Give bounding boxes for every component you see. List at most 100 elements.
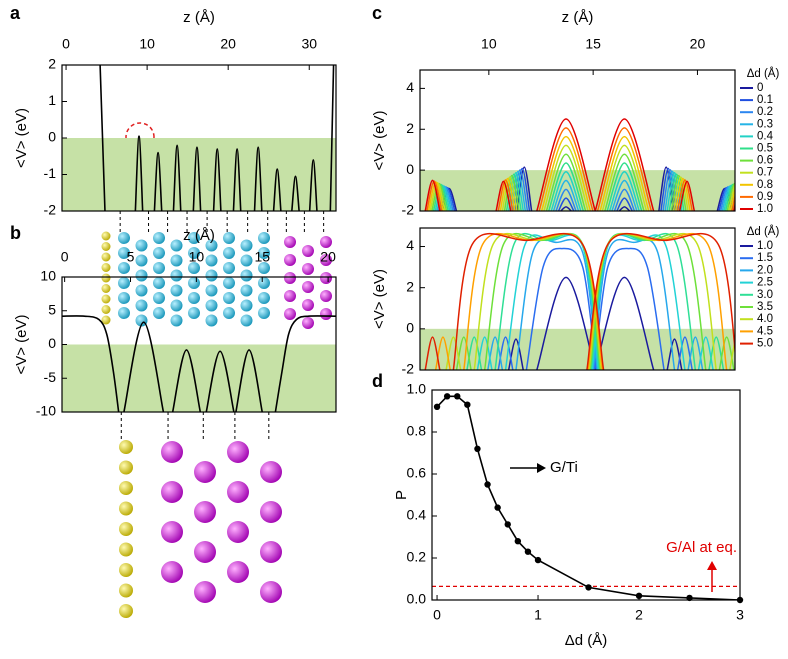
- y-tick-label: 0.0: [407, 591, 427, 607]
- atom: [205, 299, 218, 312]
- atom: [260, 461, 282, 483]
- atom: [161, 561, 183, 583]
- atom: [170, 239, 183, 252]
- y-tick-label: 0.2: [407, 549, 427, 565]
- series-line: [466, 232, 725, 370]
- plot-frame: [61, 276, 337, 413]
- atom: [101, 252, 111, 262]
- atom: [101, 305, 111, 314]
- legend-label: 0.6: [757, 155, 773, 167]
- x-tick-label: 30: [301, 36, 317, 52]
- y-tick-label: 2: [48, 56, 56, 72]
- y-tick-label: -2: [402, 202, 415, 218]
- data-point: [494, 504, 501, 511]
- atom: [153, 262, 165, 274]
- atom: [284, 272, 296, 284]
- atom: [240, 284, 253, 297]
- legend-label: 1.0: [757, 240, 773, 252]
- series-line: [429, 144, 735, 211]
- atom: [258, 277, 270, 289]
- x-tick-label: 0: [62, 36, 70, 52]
- series-line: [427, 135, 735, 211]
- atom: [240, 314, 253, 327]
- x-tick-label: 1: [534, 607, 542, 623]
- atom: [101, 263, 111, 272]
- atom: [170, 314, 183, 327]
- y-tick-label: 0: [48, 335, 56, 351]
- series-line: [424, 118, 735, 211]
- legend-label: 3.5: [757, 301, 773, 313]
- x-tick-label: 15: [254, 249, 270, 265]
- atom: [223, 262, 235, 274]
- series-line: [424, 233, 735, 370]
- atom: [135, 254, 148, 267]
- atom: [119, 604, 133, 618]
- atom: [240, 254, 253, 267]
- data-point: [635, 592, 643, 599]
- atom: [284, 236, 296, 248]
- x-tick-label: 0: [61, 249, 69, 265]
- atom: [188, 232, 200, 244]
- data-point: [433, 403, 441, 410]
- atom: [119, 440, 133, 454]
- legend-label: 4.5: [757, 325, 773, 337]
- legend-label: 0.7: [757, 167, 773, 179]
- legend-label: 5.0: [757, 338, 773, 350]
- series-line: [62, 315, 336, 412]
- data-point: [464, 401, 471, 408]
- atom: [205, 239, 218, 252]
- data-point: [484, 481, 491, 488]
- atom: [119, 563, 133, 577]
- x-tick-label: 10: [189, 249, 205, 265]
- atom: [153, 277, 165, 289]
- y-tick-label: 0: [406, 320, 414, 336]
- y-tick-label: 2: [406, 278, 414, 294]
- atom: [205, 314, 218, 327]
- x-axis-label: Δd (Å): [565, 632, 608, 649]
- atom: [170, 284, 183, 297]
- atom: [188, 247, 200, 259]
- x-tick-label: 10: [481, 36, 497, 52]
- atom: [258, 292, 270, 304]
- x-tick-label: 5: [127, 249, 135, 265]
- y-tick-label: 0: [406, 161, 414, 177]
- atom: [258, 232, 270, 244]
- atom: [161, 481, 183, 503]
- atom: [118, 232, 130, 244]
- x-tick-label: 20: [690, 36, 706, 52]
- atom: [170, 254, 183, 267]
- atom: [188, 292, 200, 304]
- atom: [227, 561, 249, 583]
- atom: [153, 307, 165, 319]
- series-line: [507, 276, 683, 370]
- atom: [153, 247, 165, 259]
- atom: [302, 317, 314, 329]
- y-tick-label: 0.8: [407, 423, 427, 439]
- series-line: [441, 166, 733, 211]
- atom: [284, 290, 296, 302]
- atom: [170, 299, 183, 312]
- annotation: G/Ti: [550, 459, 578, 476]
- atom-structures: [101, 231, 332, 618]
- atom: [188, 277, 200, 289]
- data-point: [524, 548, 532, 555]
- panel-letter: a: [10, 3, 21, 23]
- atom: [101, 273, 111, 283]
- atom: [135, 299, 148, 312]
- plot-frame: [419, 69, 736, 212]
- panel-letter: b: [10, 223, 21, 243]
- atom: [260, 501, 282, 523]
- y-tick-label: 1: [48, 92, 56, 108]
- atom: [118, 247, 130, 259]
- y-tick-label: 0.6: [407, 465, 427, 481]
- atom: [135, 269, 148, 282]
- y-tick-label: 4: [406, 79, 414, 95]
- atom: [284, 254, 296, 266]
- legend-label: 0: [757, 82, 763, 94]
- x-tick-label: 15: [585, 36, 601, 52]
- legend-title: Δd (Å): [747, 67, 780, 80]
- legend-label: 0.4: [757, 130, 774, 142]
- atom: [223, 277, 235, 289]
- y-axis-label: P: [393, 490, 410, 500]
- atom: [119, 583, 133, 598]
